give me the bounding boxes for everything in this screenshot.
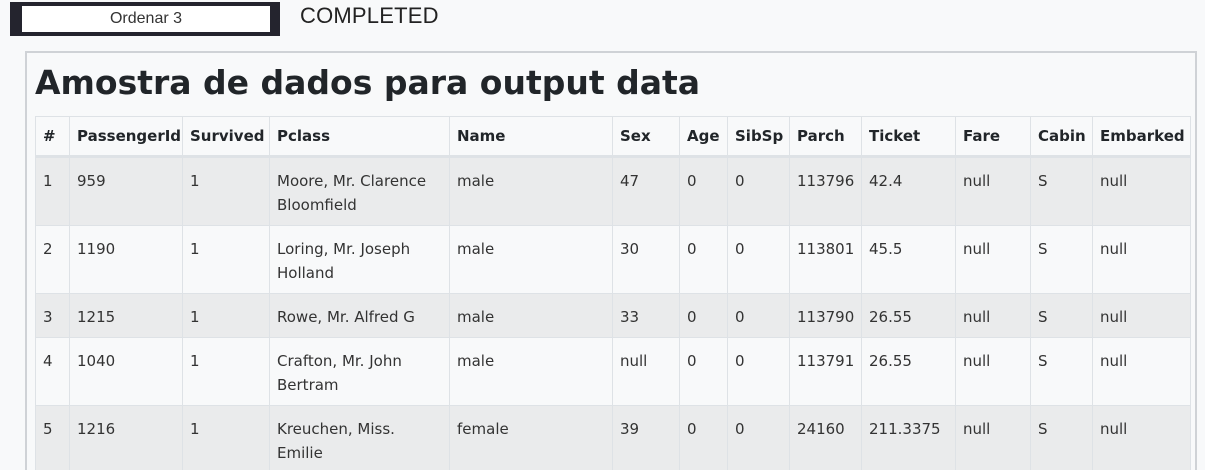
column-header[interactable]: Name <box>449 116 613 158</box>
table-cell: 1 <box>182 337 270 406</box>
table-cell: null <box>1092 156 1191 226</box>
table-cell: 42.4 <box>861 156 956 226</box>
table-cell: 1 <box>182 293 270 338</box>
table-cell: null <box>1092 225 1191 294</box>
table-cell: null <box>955 293 1031 338</box>
column-header[interactable]: Fare <box>955 116 1031 158</box>
status-text: COMPLETED <box>300 3 439 28</box>
column-header[interactable]: Pclass <box>269 116 450 158</box>
table-cell: 26.55 <box>861 293 956 338</box>
table-cell: male <box>449 225 613 294</box>
table-cell: S <box>1030 405 1093 470</box>
table-cell: 2 <box>35 225 70 294</box>
table-row: 5 1216 1 Kreuchen, Miss. Emilie female 3… <box>35 405 1191 470</box>
table-cell: 1 <box>182 225 270 294</box>
table-cell: S <box>1030 156 1093 226</box>
table-cell: 0 <box>679 405 728 470</box>
table-cell: null <box>955 405 1031 470</box>
table-cell: 113801 <box>789 225 862 294</box>
column-header[interactable]: Age <box>679 116 728 158</box>
table-cell: 3 <box>35 293 70 338</box>
table-cell: 1215 <box>69 293 183 338</box>
table-cell: null <box>955 156 1031 226</box>
table-cell: 0 <box>727 293 790 338</box>
table-cell: 26.55 <box>861 337 956 406</box>
top-toolbar: Ordenar 3 COMPLETED <box>10 2 1201 36</box>
table-cell: 24160 <box>789 405 862 470</box>
table-cell: 5 <box>35 405 70 470</box>
table-cell: null <box>955 225 1031 294</box>
table-cell: 211.3375 <box>861 405 956 470</box>
table-cell: 0 <box>727 405 790 470</box>
output-data-table: # PassengerId Survived Pclass Name Sex A… <box>35 116 1191 470</box>
table-cell: S <box>1030 293 1093 338</box>
column-header[interactable]: SibSp <box>727 116 790 158</box>
table-cell: 0 <box>679 293 728 338</box>
table-cell: null <box>955 337 1031 406</box>
table-cell: 30 <box>612 225 680 294</box>
output-data-panel: Amostra de dados para output data # <box>25 51 1197 470</box>
table-cell: female <box>449 405 613 470</box>
table-row: 3 1215 1 Rowe, Mr. Alfred G male 33 0 0 … <box>35 293 1191 338</box>
column-header[interactable]: Sex <box>612 116 680 158</box>
table-cell: 113790 <box>789 293 862 338</box>
table-cell: null <box>1092 337 1191 406</box>
table-cell: 959 <box>69 156 183 226</box>
table-cell: 0 <box>679 337 728 406</box>
table-cell: 33 <box>612 293 680 338</box>
table-cell: Rowe, Mr. Alfred G <box>269 293 450 338</box>
order-button[interactable]: Ordenar 3 <box>10 2 280 36</box>
column-header[interactable]: Cabin <box>1030 116 1093 158</box>
table-cell: null <box>1092 293 1191 338</box>
column-header[interactable]: Embarked <box>1092 116 1191 158</box>
table-cell: 1040 <box>69 337 183 406</box>
table-cell: null <box>1092 405 1191 470</box>
table-cell: 0 <box>727 337 790 406</box>
table-cell: 1190 <box>69 225 183 294</box>
table-header-row: # PassengerId Survived Pclass Name Sex A… <box>35 116 1191 158</box>
table-cell: male <box>449 156 613 226</box>
column-header[interactable]: # <box>35 116 70 158</box>
table-cell: 113791 <box>789 337 862 406</box>
column-header[interactable]: Survived <box>182 116 270 158</box>
table-cell: 0 <box>679 156 728 226</box>
panel-title: Amostra de dados para output data <box>35 63 701 102</box>
table-cell: Loring, Mr. Joseph Holland <box>269 225 450 294</box>
table-cell: S <box>1030 337 1093 406</box>
table-cell: S <box>1030 225 1093 294</box>
column-header[interactable]: Ticket <box>861 116 956 158</box>
column-header[interactable]: PassengerId <box>69 116 183 158</box>
table-cell: 45.5 <box>861 225 956 294</box>
table-cell: male <box>449 293 613 338</box>
table-row: 2 1190 1 Loring, Mr. Joseph Holland male… <box>35 225 1191 294</box>
table-cell: male <box>449 337 613 406</box>
table-cell: 1 <box>182 405 270 470</box>
table-cell: 0 <box>727 225 790 294</box>
table-cell: 0 <box>679 225 728 294</box>
table-cell: 1 <box>35 156 70 226</box>
table-cell: Crafton, Mr. John Bertram <box>269 337 450 406</box>
table-cell: null <box>612 337 680 406</box>
table-cell: 1 <box>182 156 270 226</box>
table-cell: 1216 <box>69 405 183 470</box>
table-cell: 0 <box>727 156 790 226</box>
table-row: 4 1040 1 Crafton, Mr. John Bertram male … <box>35 337 1191 406</box>
table-cell: Moore, Mr. Clarence Bloomfield <box>269 156 450 226</box>
table-cell: 113796 <box>789 156 862 226</box>
table-cell: Kreuchen, Miss. Emilie <box>269 405 450 470</box>
table-cell: 4 <box>35 337 70 406</box>
column-header[interactable]: Parch <box>789 116 862 158</box>
table-cell: 47 <box>612 156 680 226</box>
table-row: 1 959 1 Moore, Mr. Clarence Bloomfield m… <box>35 156 1191 226</box>
table-cell: 39 <box>612 405 680 470</box>
